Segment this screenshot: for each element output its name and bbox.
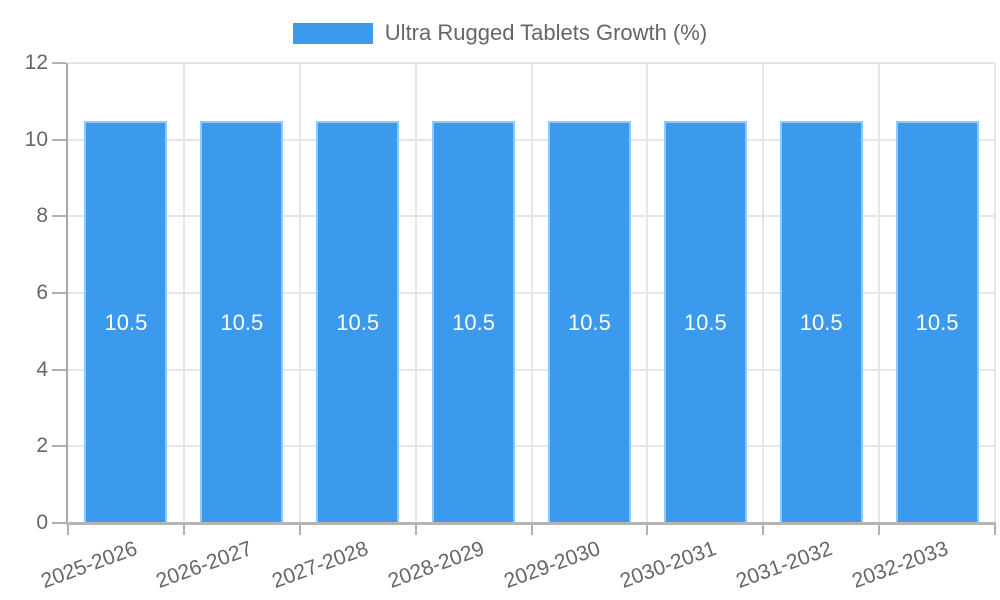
v-gridline (762, 63, 765, 523)
x-tick-label: 2026-2027 (153, 537, 256, 593)
y-tick-label: 2 (36, 434, 48, 458)
legend[interactable]: Ultra Rugged Tablets Growth (%) (0, 20, 1000, 46)
bar-value-label: 10.5 (683, 309, 727, 335)
x-tick-label: 2029-2030 (501, 537, 604, 593)
legend-label: Ultra Rugged Tablets Growth (%) (384, 20, 708, 45)
legend-swatch-icon (292, 22, 373, 44)
bar[interactable]: 10.5 (663, 120, 747, 523)
y-tick-label: 8 (36, 204, 48, 228)
y-tick-label: 12 (24, 51, 48, 74)
bar-value-label: 10.5 (915, 309, 959, 335)
x-tick (646, 525, 649, 535)
x-tick-label: 2028-2029 (385, 537, 488, 593)
x-tick (67, 525, 69, 535)
bar[interactable]: 10.5 (895, 120, 979, 523)
bar[interactable]: 10.5 (316, 120, 400, 523)
x-tick-label: 2027-2028 (269, 537, 372, 593)
bar-value-label: 10.5 (220, 309, 264, 335)
x-tick (298, 525, 301, 535)
y-tick (52, 292, 66, 294)
bar[interactable]: 10.5 (779, 120, 863, 523)
x-tick (414, 525, 417, 535)
bar-value-label: 10.5 (336, 309, 380, 335)
y-tick (52, 522, 66, 524)
x-tick-label: 2030-2031 (616, 537, 720, 593)
v-gridline (530, 63, 533, 523)
plot-area: 10.5 10.5 10.5 10.5 10.5 10.5 10.5 10.5 (68, 62, 996, 523)
y-tick-label: 6 (36, 281, 48, 304)
x-tick (762, 525, 765, 535)
v-gridline (298, 63, 301, 523)
bar-value-label: 10.5 (452, 309, 495, 335)
v-gridline (646, 63, 649, 523)
v-gridline (994, 63, 996, 523)
bar-value-label: 10.5 (104, 309, 148, 335)
x-tick (530, 525, 533, 535)
x-axis-line (66, 522, 996, 525)
y-tick (52, 368, 66, 371)
bar[interactable]: 10.5 (547, 120, 631, 523)
x-tick (994, 525, 996, 535)
bar[interactable]: 10.5 (84, 120, 168, 523)
y-axis-line (66, 63, 68, 523)
x-tick-label: 2025-2026 (37, 537, 140, 593)
y-tick-label: 10 (24, 127, 48, 151)
bar[interactable]: 10.5 (432, 120, 516, 523)
bar[interactable]: 10.5 (200, 120, 284, 523)
y-tick-label: 0 (36, 511, 48, 534)
x-tick (182, 525, 185, 535)
y-tick-label: 4 (36, 357, 48, 381)
bar-value-label: 10.5 (799, 309, 843, 335)
y-tick (52, 215, 66, 218)
v-gridline (182, 63, 185, 523)
y-tick (52, 445, 66, 448)
v-gridline (414, 63, 417, 523)
v-gridline (878, 63, 881, 523)
x-tick-label: 2032-2033 (848, 537, 951, 593)
y-tick (52, 62, 66, 64)
y-tick (52, 138, 66, 141)
bar-value-label: 10.5 (568, 309, 611, 335)
x-tick (878, 525, 881, 535)
x-tick-label: 2031-2032 (732, 537, 836, 593)
